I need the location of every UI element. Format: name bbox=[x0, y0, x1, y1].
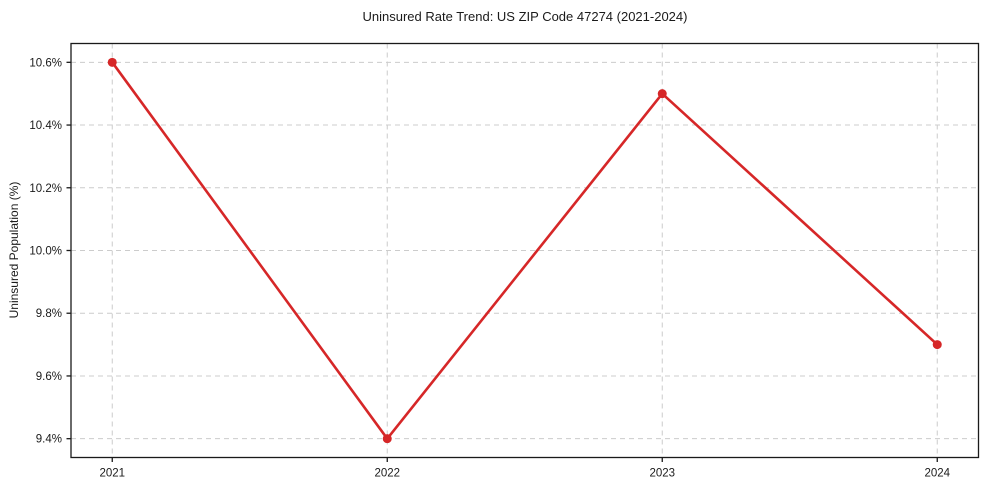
chart-title: Uninsured Rate Trend: US ZIP Code 47274 … bbox=[362, 9, 688, 24]
y-tick-label: 10.4% bbox=[29, 120, 62, 132]
x-tick-label: 2021 bbox=[99, 468, 125, 480]
y-tick-label: 10.0% bbox=[29, 246, 62, 258]
y-tick-label: 9.6% bbox=[36, 371, 62, 383]
x-tick-label: 2023 bbox=[649, 468, 675, 480]
trend-line bbox=[110, 61, 939, 440]
y-tick-label: 10.6% bbox=[29, 57, 62, 69]
data-point bbox=[382, 434, 392, 444]
y-tick-label: 10.2% bbox=[29, 183, 62, 195]
x-tick-label: 2022 bbox=[374, 468, 400, 480]
x-tick-label: 2024 bbox=[924, 468, 950, 480]
y-tick-label: 9.4% bbox=[36, 434, 62, 446]
data-point bbox=[107, 57, 117, 67]
data-point bbox=[932, 340, 942, 350]
y-tick-label: 9.8% bbox=[36, 308, 62, 320]
data-point bbox=[657, 89, 667, 99]
